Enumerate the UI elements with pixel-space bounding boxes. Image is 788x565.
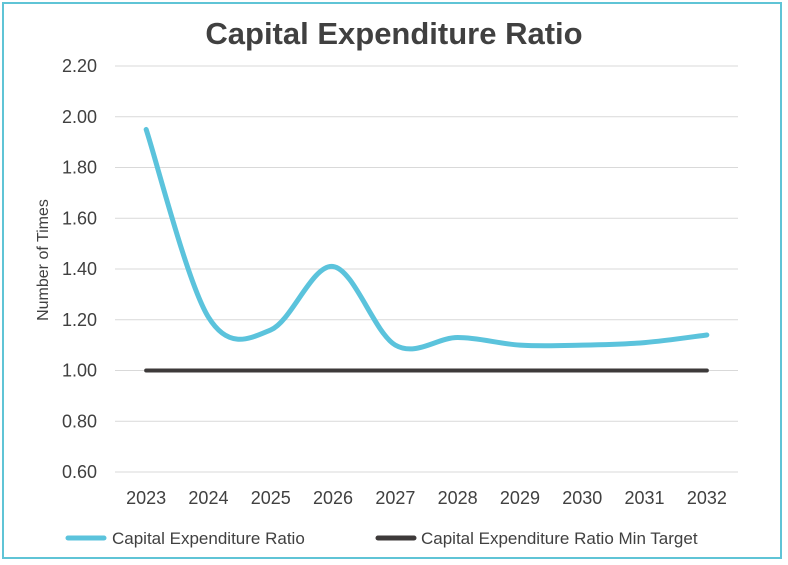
y-tick-label: 1.00 — [62, 361, 97, 381]
y-tick-label: 1.20 — [62, 310, 97, 330]
y-axis-label: Number of Times — [35, 199, 52, 321]
series-line — [143, 126, 710, 352]
x-tick-label: 2031 — [625, 488, 665, 508]
y-tick-label: 0.60 — [62, 462, 97, 482]
y-tick-label: 0.80 — [62, 411, 97, 431]
x-tick-label: 2030 — [562, 488, 602, 508]
x-tick-label: 2025 — [251, 488, 291, 508]
y-axis-ticks: 0.60 0.80 1.00 1.20 1.40 1.60 1.80 2.00 2.20 — [62, 56, 97, 482]
x-tick-label: 2024 — [188, 488, 228, 508]
y-tick-label: 2.00 — [62, 107, 97, 127]
x-tick-label: 2032 — [687, 488, 727, 508]
chart-frame — [2, 2, 782, 559]
x-axis-ticks: 2023 2024 2025 2026 2027 2028 2029 2030 2031 2032 — [126, 488, 727, 508]
chart-title: Capital Expenditure Ratio — [205, 16, 583, 51]
y-tick-label: 1.60 — [62, 208, 97, 228]
x-tick-label: 2023 — [126, 488, 166, 508]
x-tick-label: 2027 — [375, 488, 415, 508]
x-tick-label: 2029 — [500, 488, 540, 508]
legend: Capital Expenditure Ratio Capital Expendi… — [65, 529, 698, 548]
x-tick-label: 2026 — [313, 488, 353, 508]
grid-lines — [115, 65, 738, 473]
series-lines — [143, 126, 710, 373]
y-tick-label: 2.20 — [62, 56, 97, 76]
y-tick-label: 1.40 — [62, 259, 97, 279]
legend-label: Capital Expenditure Ratio — [112, 529, 305, 548]
x-tick-label: 2028 — [438, 488, 478, 508]
legend-label: Capital Expenditure Ratio Min Target — [421, 529, 698, 548]
y-tick-label: 1.80 — [62, 158, 97, 178]
